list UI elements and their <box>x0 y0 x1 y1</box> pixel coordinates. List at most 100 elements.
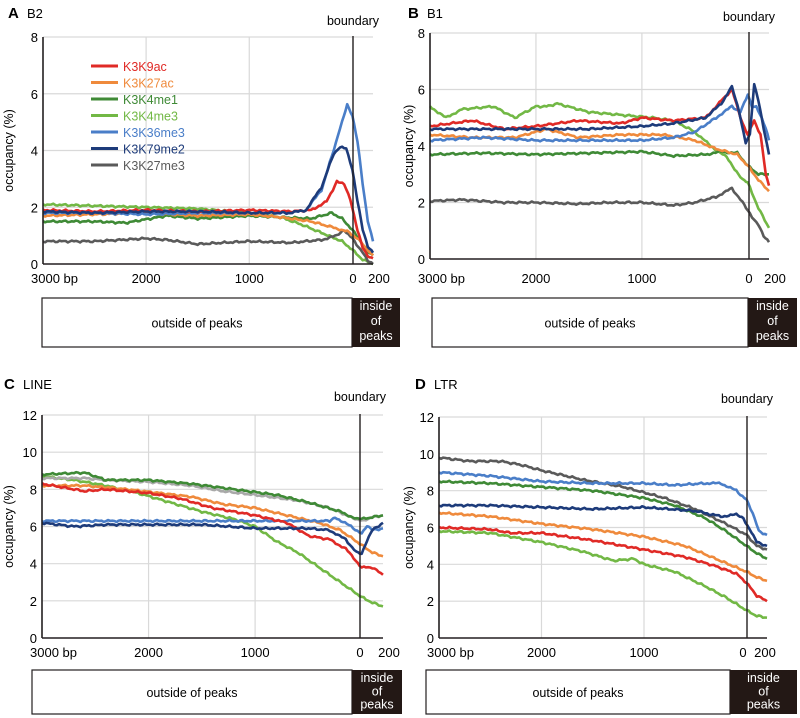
inside-peaks-label: inside <box>756 299 789 313</box>
series-line-K3K36me3 <box>429 93 771 143</box>
inside-peaks-label: peaks <box>359 329 392 343</box>
y-tick-label: 2 <box>418 196 425 211</box>
x-tick-label: 200 <box>754 645 776 660</box>
series-line-K3K4me3 <box>41 475 384 608</box>
x-tick-label: 200 <box>368 271 390 286</box>
y-tick-label: 4 <box>427 557 434 572</box>
x-tick-label: 1000 <box>235 271 264 286</box>
series-line-K3K27ac <box>438 511 768 583</box>
y-tick-label: 8 <box>31 30 38 45</box>
series-line-K3K9ac <box>41 482 384 576</box>
y-tick-label: 2 <box>31 200 38 215</box>
outside-peaks-box <box>431 297 749 348</box>
outside-peaks-label: outside of peaks <box>532 686 623 700</box>
series-line-K3K36me3 <box>42 102 375 242</box>
y-axis-label: occupancy (%) <box>402 105 416 188</box>
outside-peaks-label: outside of peaks <box>146 686 237 700</box>
series-line-K3K27me3 <box>429 186 771 243</box>
y-tick-label: 4 <box>418 139 425 154</box>
inside-peaks-box <box>748 298 797 347</box>
y-tick-label: 12 <box>420 410 434 425</box>
y-axis-label: occupancy (%) <box>2 109 16 192</box>
x-tick-label: 0 <box>356 645 363 660</box>
panel-letter: D <box>415 376 426 393</box>
y-tick-label: 12 <box>23 408 37 423</box>
y-tick-label: 0 <box>427 631 434 646</box>
panel-title: B2 <box>27 6 43 21</box>
y-tick-label: 6 <box>427 521 434 536</box>
series-line-K3K36me3 <box>41 516 384 535</box>
outside-peaks-label: outside of peaks <box>544 317 635 331</box>
y-tick-label: 0 <box>31 257 38 272</box>
legend-label-K3K9ac: K3K9ac <box>123 60 167 74</box>
x-tick-label: 2000 <box>134 645 163 660</box>
series-line-K3K4me1 <box>41 470 384 521</box>
x-tick-label: 2000 <box>132 271 161 286</box>
panel-title: LTR <box>434 377 458 392</box>
inside-peaks-label: of <box>758 684 769 698</box>
panel-D: D LTR 0 2 4 6 8 10 12 boundary occupancy (%) 3000 b… <box>402 376 797 715</box>
inside-peaks-box <box>352 670 402 714</box>
series-line-K3K79me2 <box>41 521 384 556</box>
x-tick-label: 0 <box>745 271 752 286</box>
x-tick-label: 0 <box>349 271 356 286</box>
series-line-K3K4me1 <box>438 479 768 560</box>
y-tick-label: 2 <box>30 594 37 609</box>
series-line-K3K79me2 <box>42 145 375 254</box>
series-line-K3K4me3 <box>438 529 768 620</box>
legend-label-K3K27me3: K3K27me3 <box>123 159 185 173</box>
series-line-K3K4me1 <box>42 211 374 257</box>
y-axis-label: occupancy (%) <box>402 486 416 569</box>
inside-peaks-label: of <box>372 684 383 698</box>
y-tick-label: 0 <box>30 631 37 646</box>
x-tick-label: 1000 <box>630 645 659 660</box>
series-line-K3K27me3 <box>42 229 374 265</box>
x-tick-label: 1000 <box>627 271 656 286</box>
panel-letter: C <box>4 376 15 393</box>
series-line-K3K27ac <box>41 483 384 558</box>
inside-peaks-box <box>352 298 400 347</box>
y-tick-label: 8 <box>30 482 37 497</box>
x-tick-label: 200 <box>764 271 786 286</box>
y-tick-label: 0 <box>418 252 425 267</box>
inside-peaks-label: peaks <box>756 329 789 343</box>
inside-peaks-label: of <box>767 314 778 328</box>
y-tick-label: 4 <box>30 557 37 572</box>
y-tick-label: 10 <box>420 447 434 462</box>
y-tick-label: 8 <box>418 26 425 41</box>
y-axis-label: occupancy (%) <box>2 485 16 568</box>
series-line-K3K27me3 <box>438 456 768 551</box>
series-line-K3K4me1 <box>429 149 769 177</box>
series-line-K3K79me2 <box>429 82 771 155</box>
outside-peaks-box <box>425 669 731 715</box>
inside-peaks-label: peaks <box>747 698 780 712</box>
x-tick-label: 3000 bp <box>418 271 465 286</box>
boundary-label: boundary <box>721 392 774 406</box>
x-tick-label: 3000 bp <box>427 645 474 660</box>
x-tick-label: 3000 bp <box>30 645 77 660</box>
inside-peaks-label: inside <box>361 671 394 685</box>
x-tick-label: 2000 <box>521 271 550 286</box>
y-tick-label: 10 <box>23 445 37 460</box>
panel-title: LINE <box>23 377 52 392</box>
legend-label-K3K4me1: K3K4me1 <box>123 93 178 107</box>
y-tick-label: 4 <box>31 144 38 159</box>
legend-label-K3K36me3: K3K36me3 <box>123 126 185 140</box>
x-tick-label: 0 <box>739 645 746 660</box>
boundary-label: boundary <box>723 10 776 24</box>
legend-label-K3K79me2: K3K79me2 <box>123 143 185 157</box>
panel-letter: B <box>408 5 419 22</box>
boundary-label: boundary <box>334 390 387 404</box>
series-line-K3K79me2 <box>438 503 768 548</box>
y-tick-label: 6 <box>418 83 425 98</box>
inside-peaks-box <box>730 670 797 714</box>
outside-peaks-label: outside of peaks <box>151 317 242 331</box>
boundary-label: boundary <box>327 14 380 28</box>
legend-label-K3K4me3: K3K4me3 <box>123 110 178 124</box>
panel-title: B1 <box>427 6 443 21</box>
series-line-K3K9ac <box>438 525 768 603</box>
x-tick-label: 3000 bp <box>31 271 78 286</box>
